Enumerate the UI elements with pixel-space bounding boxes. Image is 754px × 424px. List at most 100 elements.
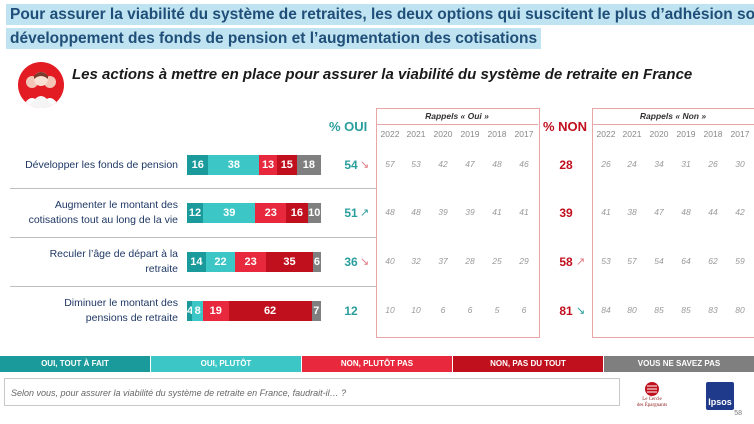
page-number: 58 <box>734 410 742 417</box>
row-separator <box>10 286 376 287</box>
recall-non-value: 38 <box>627 207 637 217</box>
recall-non-value: 62 <box>708 256 718 266</box>
recall-oui-value: 6 <box>467 305 473 315</box>
bar-segment: 19 <box>203 301 229 321</box>
bar-segment: 12 <box>187 203 204 223</box>
oui-total: 36 <box>344 255 358 269</box>
legend-item: OUI, PLUTÔT <box>151 356 301 372</box>
bar-segment: 18 <box>296 155 321 175</box>
row-label: Reculer l’âge de départ à la retraite <box>10 247 178 277</box>
recall-non-value: 42 <box>735 207 745 217</box>
recall-oui-value: 28 <box>465 256 475 266</box>
recall-non-value: 59 <box>735 256 745 266</box>
brand1-line1: Le Cercle <box>642 397 662 402</box>
recall-non-value: 57 <box>627 256 637 266</box>
year-label-oui: 2019 <box>460 129 480 139</box>
recall-non-value: 83 <box>708 305 718 315</box>
recall-oui-value: 5 <box>494 305 500 315</box>
recall-oui-value: 47 <box>465 159 475 169</box>
year-label-oui: 2021 <box>406 129 426 139</box>
recall-non-value: 44 <box>708 207 718 217</box>
recall-oui-box <box>376 108 540 338</box>
row-label-line: pensions de retraite <box>85 312 178 324</box>
oui-total: 54 <box>344 158 358 172</box>
bar-segment: 38 <box>208 155 260 175</box>
chart-subtitle: Les actions à mettre en place pour assur… <box>72 66 693 83</box>
bar-segment: 14 <box>187 252 206 272</box>
recall-non-value: 30 <box>735 159 745 169</box>
recall-oui-value: 39 <box>438 207 448 217</box>
row-separator <box>10 237 376 238</box>
recall-oui-value: 42 <box>438 159 448 169</box>
recall-non-value: 31 <box>681 159 691 169</box>
recall-oui-value: 41 <box>519 207 529 217</box>
recall-non-value: 80 <box>735 305 745 315</box>
trend-up-icon: ↗ <box>576 256 586 268</box>
year-label-non: 2022 <box>596 129 616 139</box>
recall-oui-value: 37 <box>438 256 448 266</box>
bar-segment: 23 <box>235 252 267 272</box>
recall-non-value: 64 <box>681 256 691 266</box>
trend-down-icon: ↘ <box>576 305 586 317</box>
recall-non-value: 84 <box>601 305 611 315</box>
recall-non-value: 85 <box>654 305 664 315</box>
ipsos-logo-text: Ipsos <box>708 397 732 407</box>
row-label-line: Diminuer le montant des <box>64 297 178 309</box>
recall-oui-title: Rappels « Oui » <box>425 111 489 121</box>
year-label-oui: 2020 <box>433 129 453 139</box>
year-label-oui: 2018 <box>487 129 507 139</box>
legend-item: NON, PLUTÔT PAS <box>302 356 452 372</box>
bar-segment: 8 <box>192 301 204 321</box>
recall-non-divider <box>592 124 754 125</box>
recall-oui-value: 46 <box>519 159 529 169</box>
legend-item: NON, PAS DU TOUT <box>453 356 603 372</box>
recall-oui-value: 57 <box>385 159 395 169</box>
non-header: % NON <box>543 119 588 134</box>
recall-oui-value: 25 <box>492 256 502 266</box>
row-label: Diminuer le montant des pensions de retra… <box>10 296 178 326</box>
bar-segment: 16 <box>187 155 209 175</box>
year-label-non: 2019 <box>676 129 696 139</box>
bar-segment: 15 <box>276 155 297 175</box>
oui-total: 12 <box>344 304 358 318</box>
recall-oui-value: 41 <box>492 207 502 217</box>
year-label-non: 2018 <box>703 129 723 139</box>
row-label: Développer les fonds de pension <box>10 158 178 173</box>
recall-non-value: 26 <box>601 159 611 169</box>
people-icon <box>18 62 64 108</box>
non-total: 58 <box>559 255 573 269</box>
bar-segment: 6 <box>312 252 321 272</box>
non-total: 39 <box>559 206 573 220</box>
year-label-oui: 2017 <box>514 129 534 139</box>
recall-non-value: 34 <box>654 159 664 169</box>
recall-oui-value: 48 <box>411 207 421 217</box>
recall-oui-value: 10 <box>385 305 395 315</box>
bar-segment: 39 <box>203 203 256 223</box>
year-label-oui: 2022 <box>380 129 400 139</box>
recall-oui-divider <box>376 124 538 125</box>
recall-oui-value: 32 <box>411 256 421 266</box>
brand1-line2: des Épargnants <box>636 403 668 408</box>
recall-oui-value: 6 <box>440 305 446 315</box>
recall-oui-value: 39 <box>465 207 475 217</box>
recall-oui-value: 10 <box>411 305 421 315</box>
trend-down-icon: ↘ <box>360 256 370 268</box>
row-label-line: Reculer l’âge de départ à la <box>49 248 178 260</box>
ipsos-logo: Ipsos <box>706 382 734 410</box>
bar-segment: 22 <box>205 252 236 272</box>
row-label-line: retraite <box>145 263 178 275</box>
recall-non-value: 47 <box>654 207 664 217</box>
row-separator <box>10 188 376 189</box>
title-band: Pour assurer la viabilité du système de … <box>0 0 754 58</box>
survey-question: Selon vous, pour assurer la viabilité du… <box>4 378 620 406</box>
bar-segment: 62 <box>228 301 312 321</box>
bar-segment: 10 <box>307 203 321 223</box>
page-title-line-2: développement des fonds de pension et l’… <box>6 28 542 49</box>
bar-segment: 7 <box>311 301 321 321</box>
year-label-non: 2017 <box>730 129 750 139</box>
row-label: Augmenter le montant des cotisations tout… <box>10 198 178 228</box>
non-total: 81 <box>559 304 573 318</box>
year-label-non: 2020 <box>649 129 669 139</box>
non-total: 28 <box>559 158 573 172</box>
recall-non-value: 41 <box>601 207 611 217</box>
